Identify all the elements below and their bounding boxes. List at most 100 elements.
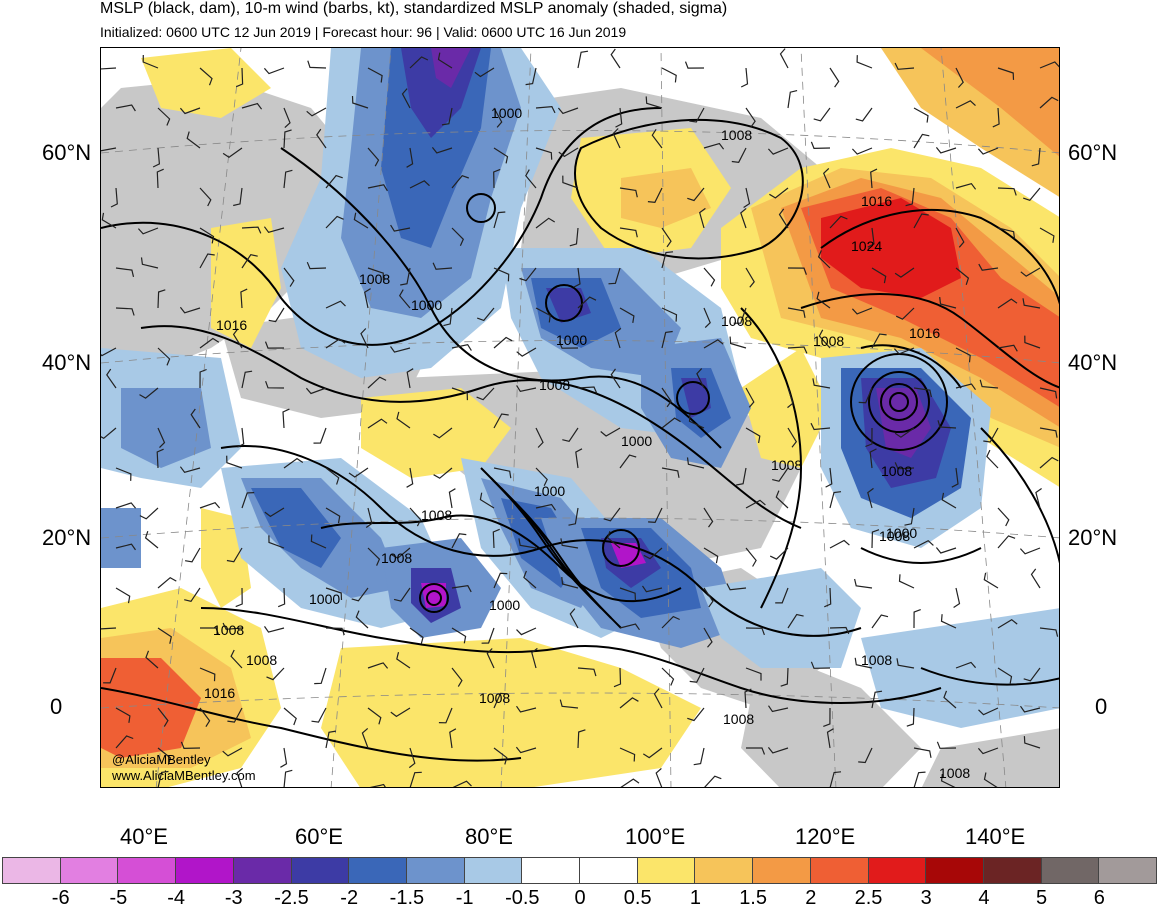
wind-barb	[997, 298, 1018, 309]
colorbar-tick-label: 1	[689, 887, 701, 909]
negative-anomaly-shading	[101, 48, 1059, 728]
wind-barb	[142, 54, 159, 69]
lon-label-140e: 140°E	[965, 824, 1026, 849]
wind-barb	[560, 538, 579, 549]
wind-barb	[812, 378, 831, 389]
wind-barb	[769, 187, 789, 199]
isobar-label: 1000	[621, 433, 652, 449]
wind-barb	[232, 328, 243, 349]
wind-barb	[481, 627, 495, 644]
wind-barb	[493, 107, 503, 128]
wind-barb	[768, 705, 789, 713]
wind-barb	[615, 107, 623, 128]
wind-barb	[1023, 736, 1041, 749]
wind-barb	[283, 129, 292, 149]
wind-barb	[913, 747, 932, 758]
wind-barb	[955, 100, 976, 109]
wind-barb	[263, 226, 285, 233]
wind-barb	[310, 534, 327, 549]
wind-barb	[535, 427, 544, 448]
wind-barb	[575, 448, 583, 469]
wind-barb	[431, 147, 453, 154]
isobar-label: 1024	[851, 238, 882, 254]
wind-barb	[940, 773, 956, 787]
wind-barb	[935, 547, 957, 554]
wind-barb	[474, 67, 495, 78]
wind-barb	[1019, 547, 1041, 555]
isobar-label: 1008	[479, 690, 510, 706]
wind-barb	[703, 547, 719, 564]
wind-barb	[687, 187, 705, 202]
wind-barb	[823, 707, 831, 727]
wind-barb	[736, 467, 747, 486]
colorbar-tick-label: 0.5	[623, 887, 652, 909]
wind-barb	[156, 168, 164, 189]
wind-barb	[307, 60, 327, 69]
isobar-label: 1000	[309, 591, 340, 607]
wind-barb	[689, 107, 705, 123]
lon-label-60e: 60°E	[295, 824, 343, 849]
wind-barb	[190, 408, 201, 429]
wind-barb	[745, 627, 765, 636]
wind-barb	[648, 507, 663, 524]
wind-barb	[935, 147, 957, 154]
wind-barb	[913, 133, 930, 149]
colorbar-swatch	[117, 857, 177, 884]
wind-barb	[854, 657, 873, 669]
wind-barb	[937, 420, 957, 429]
wind-barb	[518, 538, 537, 549]
wind-barb	[437, 52, 453, 69]
wind-barb	[390, 224, 411, 232]
wind-barb	[367, 707, 382, 725]
isobar-label: 1000	[534, 483, 565, 499]
wind-barb	[179, 107, 201, 115]
wind-barb	[869, 448, 877, 469]
wind-barb	[913, 609, 921, 629]
wind-barb	[904, 507, 915, 526]
lat-label-20n-left: 20°N	[42, 525, 92, 550]
wind-barb	[733, 307, 747, 324]
wind-barb	[226, 455, 243, 469]
weather-map: 1000 1008 1016 1024 1016 1008 1008 1016 1000 1008…	[100, 47, 1060, 788]
wind-barb	[577, 296, 597, 309]
lon-label-40e: 40°E	[120, 824, 168, 849]
wind-barb	[449, 728, 457, 749]
wind-barb	[696, 368, 705, 389]
wind-barb	[241, 492, 255, 509]
colorbar-swatch	[579, 857, 638, 884]
lon-label-120e: 120°E	[795, 824, 856, 849]
wind-barb	[476, 387, 495, 401]
isobar-label: 1008	[881, 463, 912, 479]
wind-barb	[619, 454, 637, 469]
wind-barb	[573, 267, 581, 288]
wind-barb	[729, 336, 747, 349]
isobar-label: 1008	[421, 507, 452, 523]
wind-barb	[661, 67, 677, 83]
wind-barb	[810, 141, 831, 150]
wind-barb	[1035, 488, 1042, 509]
wind-barb	[699, 207, 706, 229]
wind-barb	[822, 167, 831, 189]
wind-barb	[661, 387, 672, 408]
colorbar-tick-label: -5	[109, 887, 128, 909]
wind-barb	[898, 574, 915, 589]
wind-barb	[577, 50, 589, 69]
wind-barb	[992, 107, 1000, 128]
wind-barb	[451, 174, 469, 189]
wind-barb	[913, 539, 934, 549]
wind-barb	[361, 727, 369, 749]
wind-barb	[824, 587, 832, 608]
wind-barb	[101, 212, 117, 229]
wind-barb	[236, 767, 243, 787]
wind-barb	[614, 327, 622, 349]
wind-barb	[703, 142, 725, 150]
wind-barb	[913, 107, 929, 123]
wind-barb	[235, 67, 244, 88]
wind-barb	[237, 427, 245, 448]
wind-barb	[367, 376, 387, 389]
wind-barb	[355, 610, 369, 629]
wind-barb	[913, 387, 932, 398]
wind-barb	[398, 289, 411, 309]
lat-label-40n-right: 40°N	[1068, 350, 1118, 375]
wind-barb	[810, 661, 831, 669]
